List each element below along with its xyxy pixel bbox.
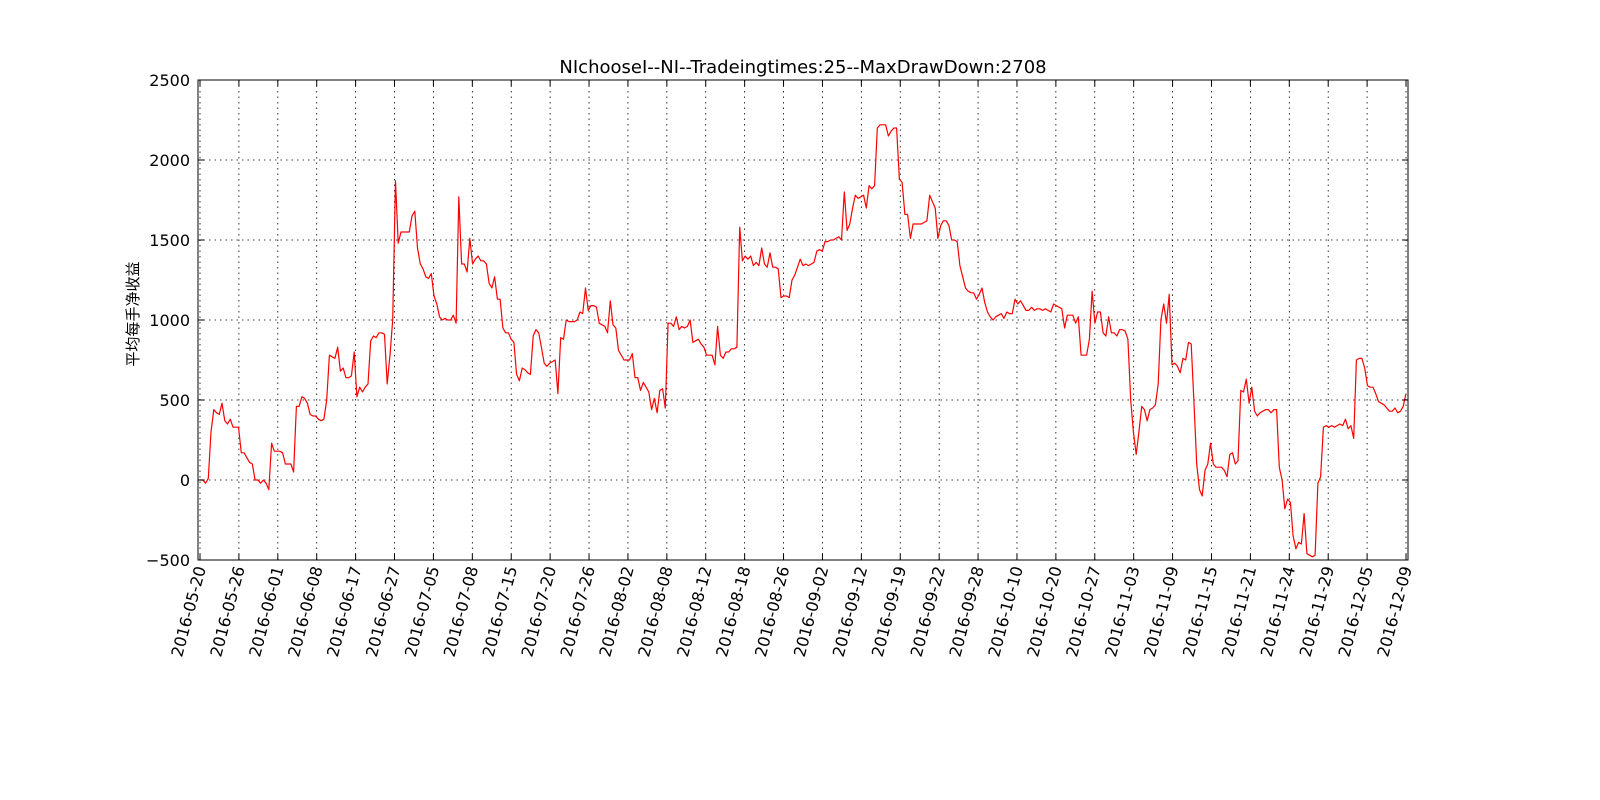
x-tick-label: 2016-06-27 [362,564,404,659]
grid-lines [198,79,1408,561]
x-tick-label: 2016-08-26 [751,564,793,659]
x-tick-label: 2016-11-29 [1296,564,1338,659]
series-group [200,124,1407,558]
x-tick-label: 2016-11-15 [1179,564,1221,659]
x-tick-label: 2016-07-05 [401,564,443,659]
x-tick-label: 2016-10-20 [1023,564,1065,659]
x-tick-label: 2016-07-26 [556,564,598,659]
x-tick-label: 2016-08-12 [673,564,715,659]
chart-title: NIchooseI--NI--Tradeingtimes:25--MaxDraw… [559,57,1046,78]
x-tick-label: 2016-07-15 [479,564,521,659]
x-tick-label: 2016-05-20 [167,564,209,659]
x-tick-label: 2016-11-21 [1218,564,1260,659]
y-axis-label: 平均每手净收益 [124,261,142,366]
y-tick-label: 0 [180,471,190,490]
x-tick-label: 2016-09-12 [829,564,871,659]
x-tick-label: 2016-06-08 [284,564,326,659]
x-tick-label: 2016-07-08 [440,564,482,659]
y-tick-label: 2500 [149,71,190,90]
y-tick-label: 500 [159,391,190,410]
x-tick-label: 2016-09-22 [907,564,949,659]
x-tick-label: 2016-11-03 [1101,564,1143,659]
x-tick-label: 2016-12-09 [1373,564,1415,659]
x-tick-label: 2016-09-28 [946,564,988,659]
ticks-group [198,79,1408,561]
x-tick-label: 2016-06-17 [323,564,365,659]
y-tick-label: −500 [146,551,190,570]
x-tick-label: 2016-06-01 [245,564,287,659]
x-tick-label: 2016-10-27 [1062,564,1104,659]
x-tick-label: 2016-11-09 [1140,564,1182,659]
y-tick-label: 1000 [149,311,190,330]
x-tick-label: 2016-09-19 [868,564,910,659]
x-tick-label: 2016-08-02 [595,564,637,659]
x-tick-label: 2016-07-20 [518,564,560,659]
x-tick-label: 2016-12-05 [1335,564,1377,659]
y-tick-label: 2000 [149,151,190,170]
series-line [200,124,1407,558]
x-tick-label: 2016-10-10 [984,564,1026,659]
x-tick-label: 2016-08-18 [712,564,754,659]
y-tick-label: 1500 [149,231,190,250]
y-tick-labels: −500 0 500 1000 1500 2000 2500 [146,71,190,570]
x-tick-label: 2016-05-26 [206,564,248,659]
x-tick-labels: 2016-05-202016-05-262016-06-012016-06-08… [167,564,1415,659]
x-tick-label: 2016-08-08 [634,564,676,659]
x-tick-label: 2016-09-02 [790,564,832,659]
x-tick-label: 2016-11-24 [1257,564,1299,659]
